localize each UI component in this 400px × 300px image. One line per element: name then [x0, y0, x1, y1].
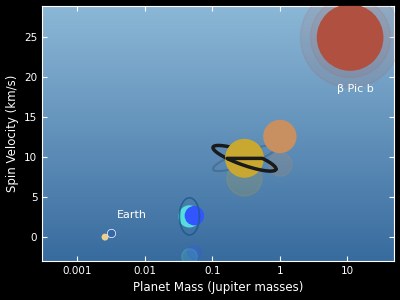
Point	[277, 134, 283, 139]
X-axis label: Planet Mass (Jupiter masses): Planet Mass (Jupiter masses)	[133, 281, 304, 294]
Text: β Pic b: β Pic b	[337, 84, 374, 94]
Point	[108, 231, 114, 236]
Point	[241, 176, 248, 180]
Point	[186, 214, 193, 219]
Point	[277, 162, 283, 167]
Y-axis label: Spin Velocity (km/s): Spin Velocity (km/s)	[6, 75, 18, 192]
Point	[191, 249, 198, 254]
Text: Earth: Earth	[116, 209, 146, 220]
Point	[9, 233, 15, 238]
Point	[102, 235, 108, 239]
Point	[186, 254, 193, 259]
Point	[347, 35, 353, 40]
Point	[191, 213, 198, 218]
Point	[347, 35, 353, 40]
Point	[23, 235, 30, 239]
Point	[347, 35, 353, 40]
Point	[241, 156, 248, 161]
